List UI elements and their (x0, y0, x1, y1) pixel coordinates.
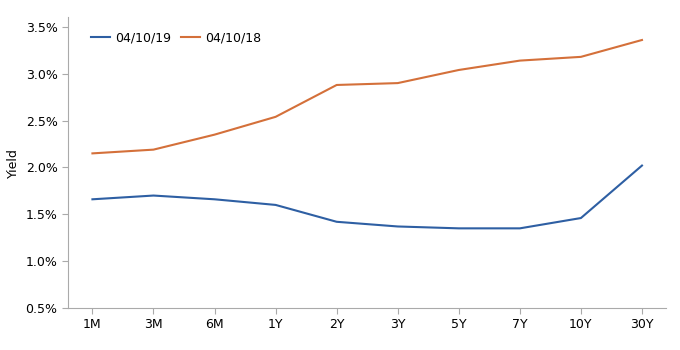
04/10/18 (638, 38, 646, 42)
04/10/19 (394, 224, 402, 229)
04/10/19 (150, 194, 158, 198)
04/10/18 (577, 55, 585, 59)
Legend: 04/10/19, 04/10/18: 04/10/19, 04/10/18 (86, 27, 266, 50)
04/10/18 (455, 68, 463, 72)
04/10/19 (333, 220, 341, 224)
04/10/19 (577, 216, 585, 220)
04/10/19 (88, 197, 97, 201)
04/10/18 (88, 151, 97, 155)
Line: 04/10/19: 04/10/19 (92, 166, 642, 228)
04/10/18 (271, 115, 279, 119)
Y-axis label: Yield: Yield (7, 148, 20, 178)
04/10/19 (638, 163, 646, 168)
04/10/18 (150, 148, 158, 152)
04/10/19 (455, 226, 463, 230)
04/10/19 (515, 226, 524, 230)
04/10/18 (394, 81, 402, 85)
04/10/19 (271, 203, 279, 207)
04/10/18 (211, 133, 219, 137)
04/10/18 (333, 83, 341, 87)
Line: 04/10/18: 04/10/18 (92, 40, 642, 153)
04/10/19 (211, 197, 219, 201)
04/10/18 (515, 58, 524, 63)
